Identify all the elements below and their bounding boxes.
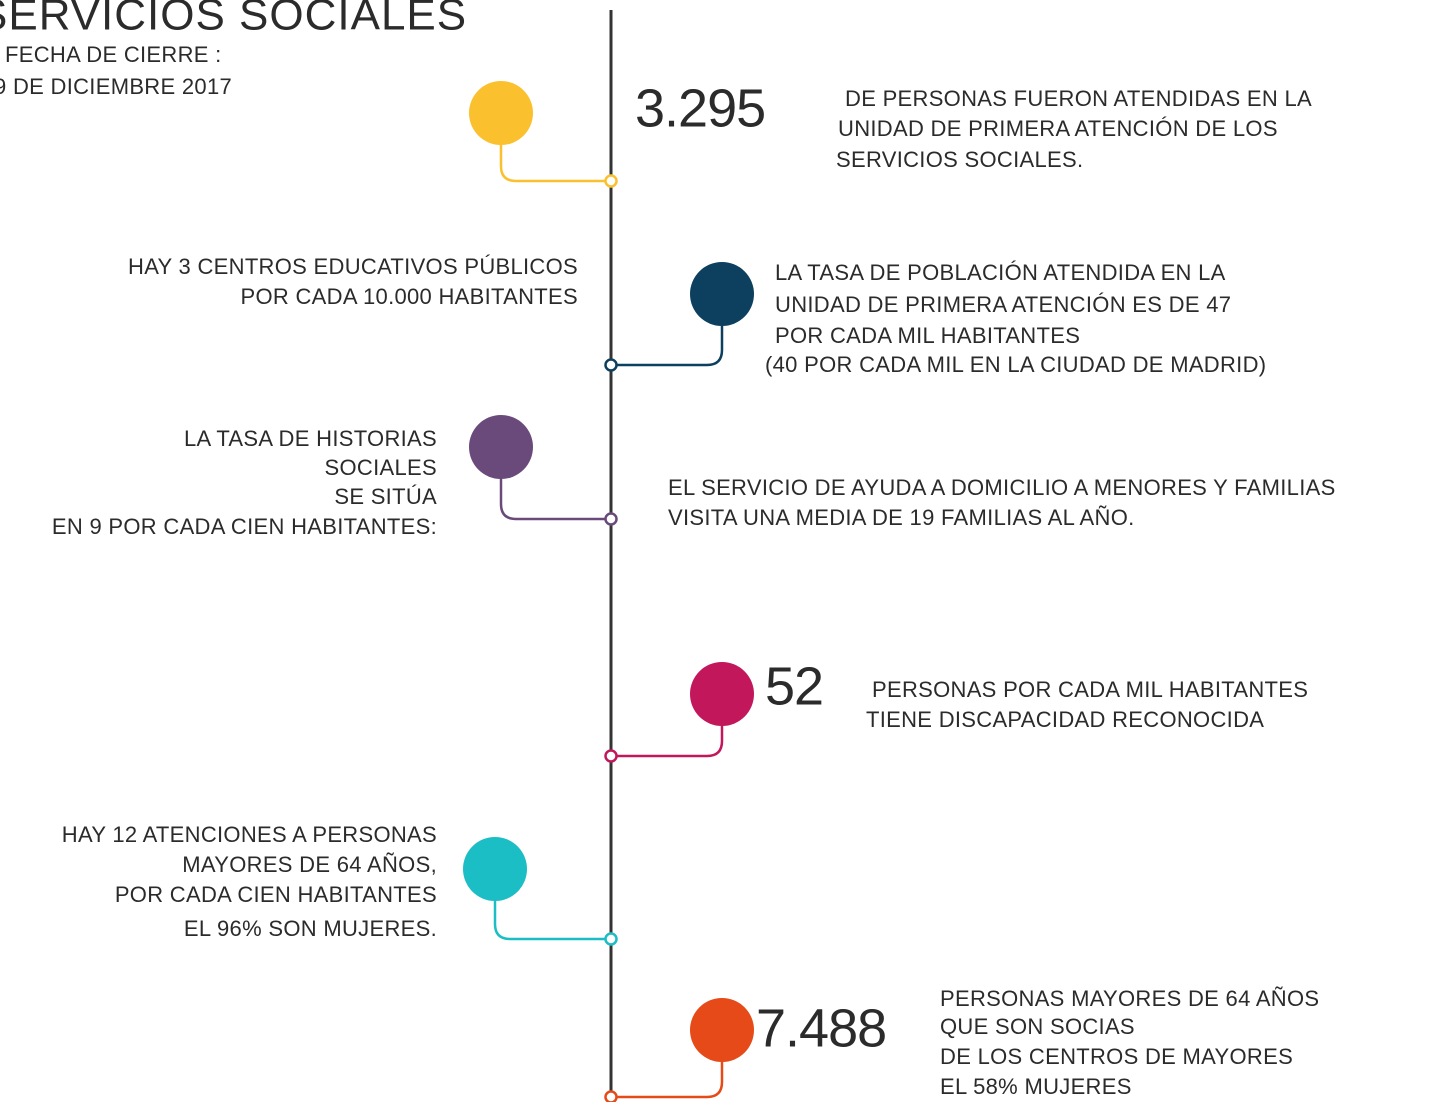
big-number: 3.295 [635,78,765,138]
node-circle [690,998,754,1062]
node-dot [604,174,618,188]
item-text: (40 POR CADA MIL EN LA CIUDAD DE MADRID) [765,352,1266,377]
item-text: TIENE DISCAPACIDAD RECONOCIDA [866,707,1264,732]
item-text: SE SITÚA [334,484,437,509]
node-circle [469,415,533,479]
node-circle [690,662,754,726]
item-text: HAY 3 CENTROS EDUCATIVOS PÚBLICOS [128,254,578,279]
connector [617,1060,724,1099]
node-dot [604,1090,618,1102]
node-circle [463,837,527,901]
item-text: POR CADA 10.000 HABITANTES [240,284,578,309]
item-text: UNIDAD DE PRIMERA ATENCIÓN ES DE 47 [775,292,1231,317]
node-circle [469,81,533,145]
big-number: 52 [765,656,823,716]
connector [493,899,605,941]
node-dot [604,358,618,372]
item-text: EN 9 POR CADA CIEN HABITANTES: [52,514,437,539]
connector [617,724,724,758]
closing-date: 9 DE DICIEMBRE 2017 [0,74,232,99]
item-text: PERSONAS POR CADA MIL HABITANTES [872,677,1308,702]
item-text: LA TASA DE POBLACIÓN ATENDIDA EN LA [775,260,1226,285]
item-text: DE PERSONAS FUERON ATENDIDAS EN LA [845,86,1312,111]
connector [617,324,724,367]
item-text: UNIDAD DE PRIMERA ATENCIÓN DE LOS [838,116,1278,141]
big-number: 7.488 [756,998,886,1058]
item-text: PERSONAS MAYORES DE 64 AÑOS [940,986,1319,1011]
connector [499,143,605,183]
item-text: LA TASA DE HISTORIAS [184,426,437,451]
item-text: HAY 12 ATENCIONES A PERSONAS [62,822,437,847]
node-dot [604,749,618,763]
item-text: QUE SON SOCIAS [940,1014,1135,1039]
item-text: EL SERVICIO DE AYUDA A DOMICILIO A MENOR… [668,475,1336,500]
node-dot [604,932,618,946]
item-text: POR CADA MIL HABITANTES [775,323,1080,348]
closing-label: FECHA DE CIERRE : [5,42,222,67]
item-text: VISITA UNA MEDIA DE 19 FAMILIAS AL AÑO. [668,505,1135,530]
item-text: POR CADA CIEN HABITANTES [115,882,437,907]
item-text: MAYORES DE 64 AÑOS, [182,852,437,877]
item-text: DE LOS CENTROS DE MAYORES [940,1044,1293,1069]
connector [499,477,605,521]
item-text: SERVICIOS SOCIALES. [836,147,1083,172]
node-dot [604,512,618,526]
node-circle [690,262,754,326]
title: SERVICIOS SOCIALES [0,0,467,40]
item-text: SOCIALES [325,455,437,480]
item-text: EL 58% MUJERES [940,1074,1132,1099]
item-text: EL 96% SON MUJERES. [184,916,437,941]
